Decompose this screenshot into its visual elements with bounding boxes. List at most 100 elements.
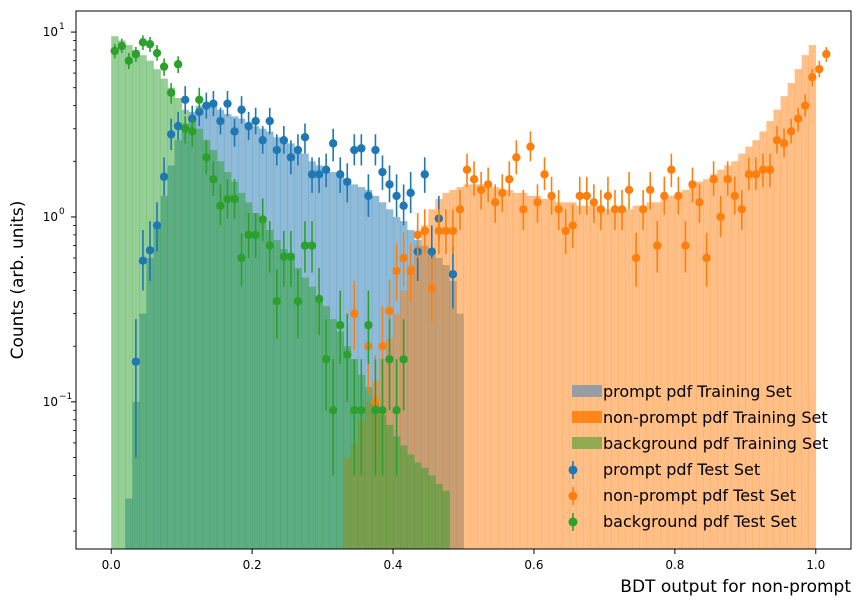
x-tick-label: 0.2 bbox=[243, 558, 262, 572]
data-point bbox=[307, 170, 317, 179]
data-point bbox=[385, 355, 394, 364]
data-point bbox=[772, 136, 782, 145]
data-point bbox=[202, 153, 211, 162]
histogram-bar bbox=[759, 131, 767, 549]
data-point bbox=[195, 95, 204, 105]
data-point bbox=[723, 175, 732, 184]
data-point bbox=[336, 170, 345, 179]
data-point bbox=[195, 107, 204, 117]
data-point bbox=[786, 127, 796, 136]
histogram-bar bbox=[738, 153, 746, 549]
histogram-bar bbox=[752, 140, 760, 549]
histogram-bar bbox=[435, 199, 443, 549]
histogram-bar bbox=[731, 161, 739, 549]
histogram-bar bbox=[400, 290, 408, 549]
data-point bbox=[145, 39, 155, 49]
data-point bbox=[427, 284, 436, 293]
histogram-bar bbox=[308, 286, 316, 549]
data-point bbox=[603, 191, 613, 201]
histogram-bar bbox=[414, 462, 422, 549]
data-point bbox=[505, 175, 514, 184]
histogram-bar bbox=[266, 230, 274, 549]
data-point bbox=[448, 270, 458, 279]
histogram-bar bbox=[125, 45, 133, 549]
histogram-bar bbox=[787, 83, 795, 549]
histogram-bar bbox=[343, 346, 352, 549]
histogram-bar bbox=[188, 118, 197, 549]
histogram-bar bbox=[428, 209, 436, 549]
data-point bbox=[801, 101, 810, 110]
histogram-bar bbox=[400, 445, 408, 549]
data-point bbox=[314, 294, 324, 304]
histogram-bar bbox=[569, 202, 577, 549]
histogram-bar bbox=[449, 189, 457, 549]
histogram-bar bbox=[604, 209, 612, 549]
histogram-bar bbox=[526, 195, 535, 549]
histogram-bar bbox=[745, 146, 753, 549]
data-point bbox=[202, 101, 211, 110]
data-point bbox=[631, 253, 641, 263]
histogram-bar bbox=[576, 205, 584, 549]
y-tick-exponent: 0 bbox=[59, 207, 65, 217]
data-point bbox=[617, 205, 627, 214]
data-point bbox=[420, 170, 429, 179]
histogram-bar bbox=[717, 169, 725, 549]
histogram-bar bbox=[710, 174, 718, 549]
histogram-bar bbox=[696, 181, 704, 549]
data-point bbox=[469, 175, 479, 184]
data-point bbox=[321, 165, 331, 174]
background-pdf-training-set-histogram bbox=[111, 36, 450, 549]
histogram-bar bbox=[442, 192, 450, 549]
data-point bbox=[765, 165, 775, 174]
data-point bbox=[307, 241, 317, 250]
data-point bbox=[131, 357, 141, 366]
legend-label: prompt pdf Training Set bbox=[603, 382, 792, 401]
histogram-bar bbox=[463, 184, 471, 549]
data-point bbox=[258, 136, 267, 145]
histogram-bar bbox=[632, 205, 640, 549]
data-point bbox=[498, 188, 507, 198]
data-point bbox=[420, 226, 429, 236]
data-point bbox=[575, 191, 584, 201]
data-point bbox=[237, 105, 246, 114]
data-point bbox=[279, 252, 289, 261]
histogram-bar bbox=[484, 187, 492, 549]
histogram-bar bbox=[174, 97, 182, 549]
data-point bbox=[512, 153, 521, 162]
histogram-bar bbox=[132, 49, 140, 549]
histogram-bar bbox=[562, 202, 570, 549]
data-point bbox=[406, 188, 415, 198]
data-point bbox=[279, 136, 289, 145]
histogram-bar bbox=[322, 305, 330, 549]
data-point bbox=[152, 221, 162, 230]
histogram-bar bbox=[703, 179, 711, 549]
histogram-bar bbox=[209, 150, 218, 549]
data-point bbox=[209, 99, 218, 108]
legend-label: non-prompt pdf Test Set bbox=[603, 486, 796, 505]
histogram-bar bbox=[118, 40, 126, 549]
histogram-bar bbox=[653, 202, 662, 549]
histogram-bar bbox=[216, 161, 225, 549]
data-point bbox=[540, 170, 549, 179]
histogram-bar bbox=[280, 249, 288, 549]
data-point bbox=[336, 320, 345, 330]
data-point bbox=[364, 191, 373, 201]
data-point bbox=[448, 226, 458, 236]
data-point bbox=[758, 165, 768, 174]
histogram-bar bbox=[639, 205, 647, 549]
data-point bbox=[286, 252, 296, 261]
x-axis-label: BDT output for non-prompt bbox=[620, 577, 851, 597]
data-point bbox=[343, 177, 352, 186]
data-point bbox=[244, 230, 253, 240]
data-point bbox=[744, 170, 754, 179]
histogram-bar bbox=[766, 121, 774, 549]
histogram-bar bbox=[238, 192, 246, 549]
data-point bbox=[166, 130, 176, 139]
histogram-bar bbox=[618, 209, 626, 549]
histogram-bar bbox=[590, 205, 598, 549]
histogram-bar bbox=[688, 184, 697, 549]
x-tick-label: 0.0 bbox=[102, 558, 121, 572]
data-point bbox=[173, 121, 183, 131]
